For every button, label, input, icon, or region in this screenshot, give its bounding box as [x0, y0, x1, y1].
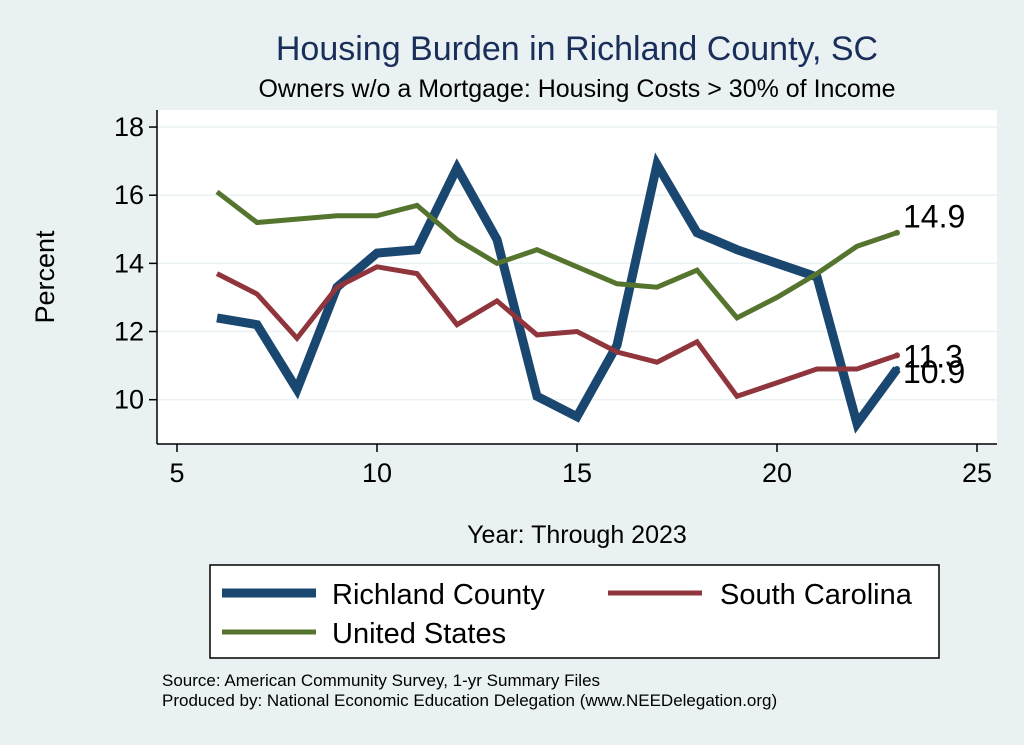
series-end-point-south-carolina [894, 352, 900, 359]
end-label-richland-county: 10.9 [903, 354, 965, 390]
x-tick-label-5: 5 [169, 458, 184, 488]
y-tick-label-10: 10 [114, 385, 144, 415]
y-tick-label-12: 12 [114, 317, 144, 347]
series-line-united-states [215, 189, 898, 322]
series-line-richland-county [216, 152, 901, 434]
series-end-point-united-states [894, 229, 900, 236]
x-axis-label: Year: Through 2023 [467, 521, 687, 549]
legend-label-united-states: United States [332, 618, 506, 650]
y-tick-label-16: 16 [114, 180, 144, 210]
x-tick-label-25: 25 [962, 458, 992, 488]
x-tick-label-10: 10 [362, 458, 392, 488]
end-labels: 10.911.3 14.9 [903, 199, 965, 390]
plot-area [157, 110, 997, 444]
series-end-point-richland-county [894, 366, 900, 373]
legend: Richland County South Carolina United St… [209, 564, 940, 659]
y-axis-ticks: 10 12 14 16 18 [114, 112, 157, 415]
chart-title: Housing Burden in Richland County, SC [276, 30, 878, 68]
x-tick-label-15: 15 [562, 458, 592, 488]
legend-box [209, 564, 940, 659]
x-axis-ticks: 5 10 15 20 25 [169, 444, 992, 488]
produced-by-note: Produced by: National Economic Education… [162, 691, 778, 710]
chart-subtitle: Owners w/o a Mortgage: Housing Costs > 3… [258, 75, 895, 103]
x-tick-label-20: 20 [762, 458, 792, 488]
series-line-south-carolina [215, 264, 898, 400]
series-lines [215, 152, 901, 434]
gridlines [157, 126, 997, 401]
end-label-south-carolina: 11.3 [903, 338, 963, 374]
y-tick-label-18: 18 [114, 112, 144, 142]
legend-label-richland-county: Richland County [332, 579, 545, 611]
source-note: Source: American Community Survey, 1-yr … [162, 671, 601, 690]
legend-label-south-carolina: South Carolina [720, 579, 913, 611]
end-label-united-states: 14.9 [903, 199, 965, 235]
y-axis-label: Percent [30, 230, 60, 324]
y-tick-label-14: 14 [114, 248, 144, 278]
